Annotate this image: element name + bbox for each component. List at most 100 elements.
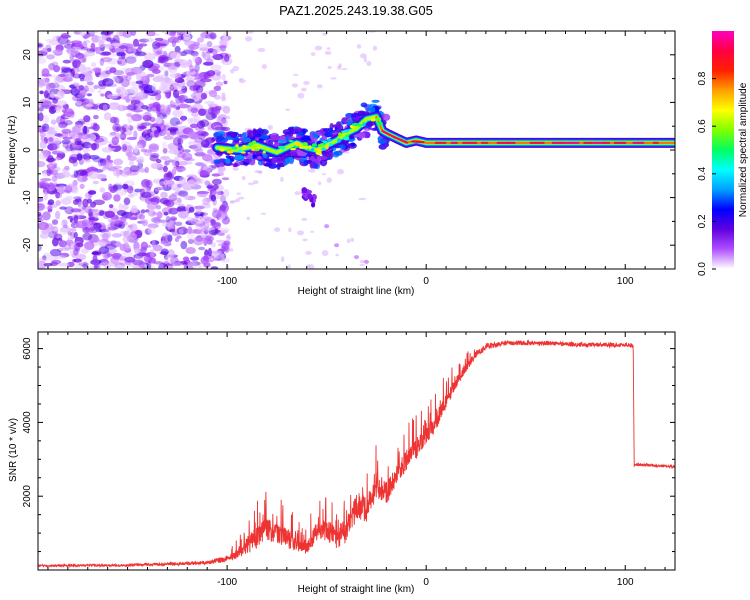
noise-blob	[162, 165, 168, 173]
noise-blob	[354, 255, 359, 260]
noise-blob	[54, 157, 62, 161]
noise-blob	[215, 239, 226, 243]
noise-blob	[213, 122, 221, 129]
noise-blob	[190, 50, 199, 57]
spectral-blob	[357, 123, 363, 127]
spectral-blob	[242, 145, 247, 149]
noise-blob	[78, 73, 86, 80]
spectrogram-heatmap	[38, 31, 675, 269]
noise-blob	[105, 70, 112, 75]
noise-blob	[140, 246, 148, 253]
y-tick-label: 6000	[22, 337, 33, 360]
spectral-blob	[326, 138, 332, 142]
noise-blob	[56, 35, 61, 42]
noise-blob	[109, 132, 117, 136]
spectral-blob	[337, 138, 341, 143]
spectrogram-title: PAZ1.2025.243.19.38.G05	[279, 3, 433, 18]
noise-blob	[345, 151, 350, 154]
noise-blob	[179, 176, 187, 185]
noise-blob	[38, 221, 49, 231]
noise-blob	[102, 104, 108, 112]
noise-blob	[109, 53, 117, 57]
noise-blob	[72, 67, 80, 74]
noise-blob	[64, 206, 75, 215]
noise-blob	[57, 185, 68, 194]
noise-blob	[127, 104, 139, 111]
noise-blob	[132, 259, 144, 266]
noise-blob	[190, 107, 199, 113]
noise-blob	[64, 185, 73, 194]
noise-blob	[142, 114, 152, 122]
noise-blob	[89, 226, 97, 231]
noise-blob	[190, 118, 198, 123]
noise-blob	[236, 192, 242, 195]
noise-blob	[372, 45, 378, 51]
noise-blob	[63, 108, 75, 118]
noise-blob	[280, 176, 284, 182]
spectral-blob	[270, 134, 281, 141]
noise-blob	[74, 53, 85, 59]
noise-blob	[166, 131, 172, 136]
noise-blob	[67, 236, 74, 240]
noise-blob	[216, 72, 221, 77]
noise-blob	[341, 68, 348, 71]
noise-blob	[72, 199, 79, 206]
spectral-blob	[310, 148, 315, 151]
noise-blob	[126, 151, 134, 158]
noise-blob	[80, 46, 89, 51]
noise-blob	[218, 45, 227, 49]
spectral-blob	[323, 128, 330, 132]
spectral-blob	[226, 150, 234, 154]
noise-blob	[208, 90, 218, 98]
noise-blob	[182, 191, 189, 201]
noise-blob	[110, 240, 117, 244]
noise-blob	[211, 209, 222, 219]
noise-blob	[211, 136, 216, 142]
noise-blob	[197, 37, 204, 43]
spectral-blob	[377, 139, 387, 144]
noise-blob	[78, 63, 87, 73]
noise-blob	[52, 98, 59, 104]
noise-blob	[98, 209, 105, 217]
spectral-blob	[327, 127, 333, 132]
noise-blob	[184, 98, 195, 104]
noise-blob	[41, 100, 53, 109]
noise-blob	[92, 237, 100, 243]
noise-blob	[185, 76, 192, 82]
noise-blob	[267, 125, 273, 130]
noise-blob	[167, 170, 173, 179]
noise-blob	[145, 209, 150, 213]
noise-blob	[189, 64, 194, 73]
colorbar-ticks: 0.0 0.2 0.4 0.6 0.8	[697, 71, 716, 276]
noise-blob	[60, 66, 66, 72]
noise-blob	[149, 154, 159, 162]
spectrogram-xlabel: Height of straight line (km)	[298, 286, 415, 297]
spectral-blob	[352, 126, 356, 129]
noise-blob	[217, 167, 223, 176]
spectral-blob	[233, 163, 239, 167]
noise-blob	[72, 144, 83, 149]
noise-blob	[113, 194, 121, 202]
noise-blob	[291, 83, 299, 88]
noise-blob	[222, 210, 228, 214]
noise-blob	[62, 241, 72, 250]
noise-blob	[175, 165, 186, 172]
noise-blob	[274, 227, 281, 232]
noise-blob	[47, 199, 55, 206]
noise-blob	[134, 247, 140, 254]
noise-blob	[210, 266, 219, 269]
noise-blob	[107, 248, 118, 254]
noise-blob	[55, 191, 60, 199]
noise-blob	[190, 217, 197, 225]
noise-blob	[147, 261, 152, 269]
noise-blob	[164, 104, 172, 113]
noise-blob	[99, 158, 107, 166]
noise-blob	[99, 262, 109, 266]
noise-blob	[350, 237, 355, 242]
noise-blob	[162, 141, 167, 149]
noise-blob	[81, 141, 92, 149]
spectral-blob	[271, 157, 277, 164]
noise-blob	[135, 144, 143, 149]
spectral-blob	[312, 133, 319, 139]
